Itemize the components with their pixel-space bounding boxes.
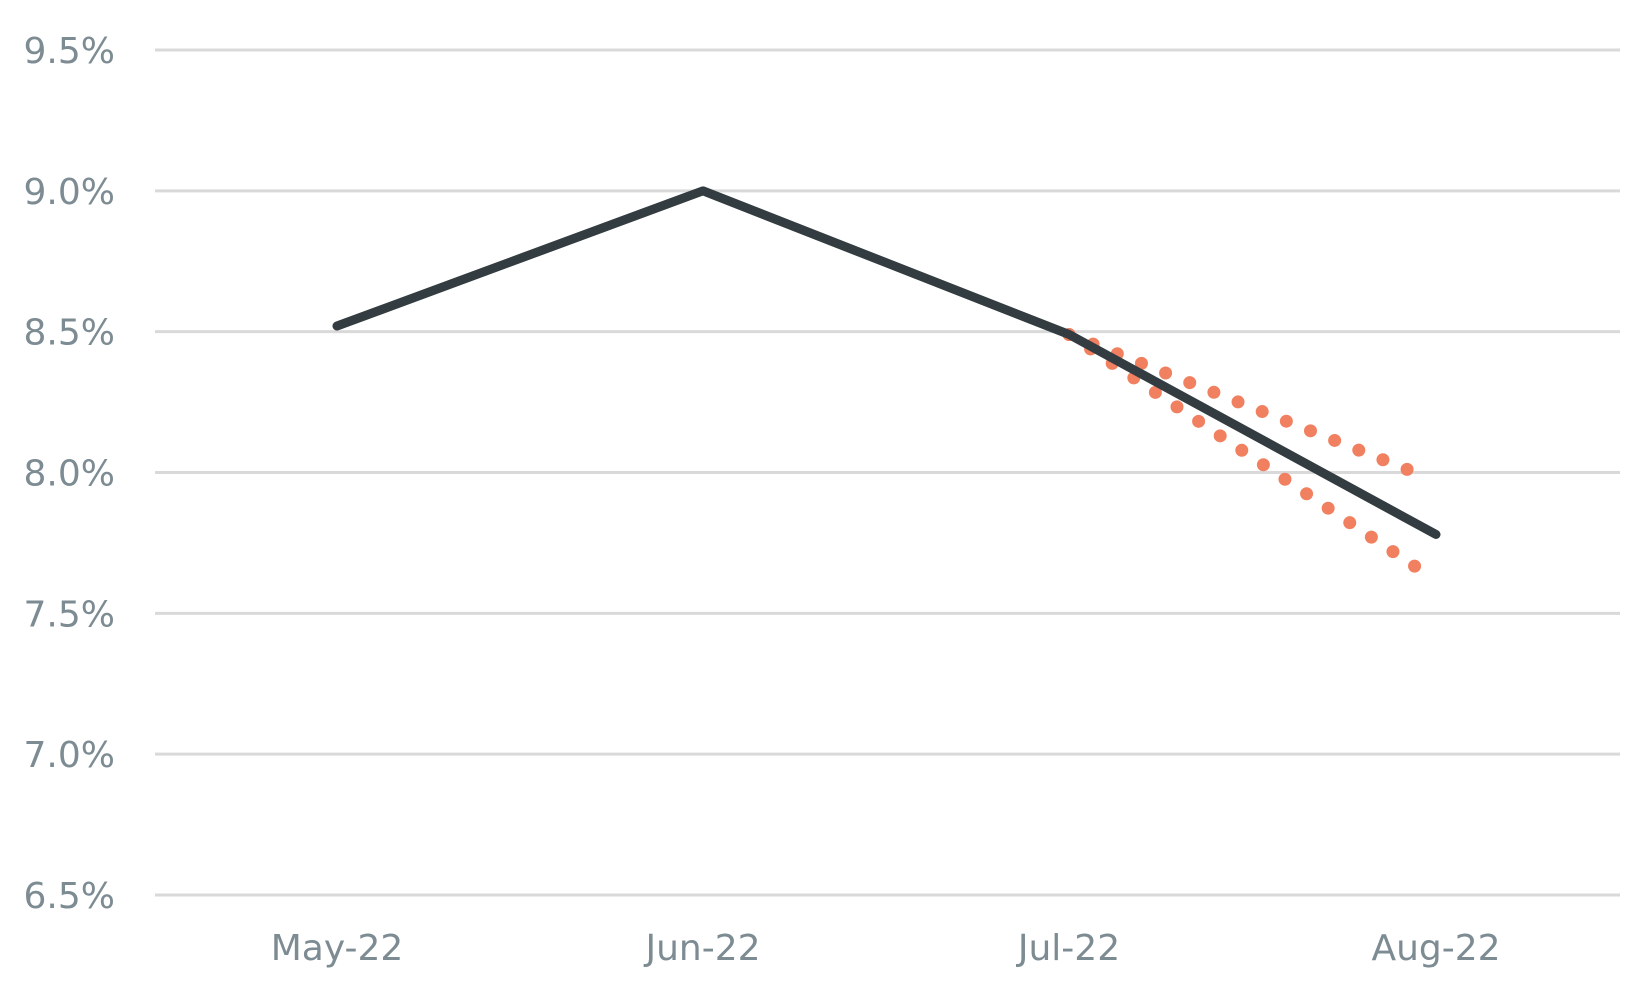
series-lines bbox=[332, 186, 1441, 539]
x-tick-label: Aug-22 bbox=[1371, 928, 1500, 969]
y-tick-label: 8.0% bbox=[24, 454, 115, 495]
x-tick-label: May-22 bbox=[271, 928, 404, 969]
y-tick-label: 9.0% bbox=[24, 172, 115, 213]
forecast-upper-line bbox=[1062, 327, 1429, 482]
forecast-lower-line bbox=[1062, 327, 1429, 578]
y-axis-tick-labels: 6.5% 7.0% 7.5% 8.0% 8.5% 9.0% 9.5% bbox=[24, 31, 115, 917]
y-tick-label: 6.5% bbox=[24, 876, 115, 917]
x-axis-tick-labels: May-22 Jun-22 Jul-22 Aug-22 bbox=[271, 928, 1501, 969]
y-tick-label: 7.0% bbox=[24, 735, 115, 776]
x-tick-label: Jul-22 bbox=[1016, 928, 1120, 969]
x-tick-label: Jun-22 bbox=[643, 928, 760, 969]
y-tick-label: 9.5% bbox=[24, 31, 115, 72]
y-tick-label: 7.5% bbox=[24, 594, 115, 635]
grid-lines bbox=[155, 48, 1620, 897]
series-line bbox=[332, 186, 1441, 539]
forecast-range-lines bbox=[1062, 327, 1429, 578]
y-tick-label: 8.5% bbox=[24, 313, 115, 354]
